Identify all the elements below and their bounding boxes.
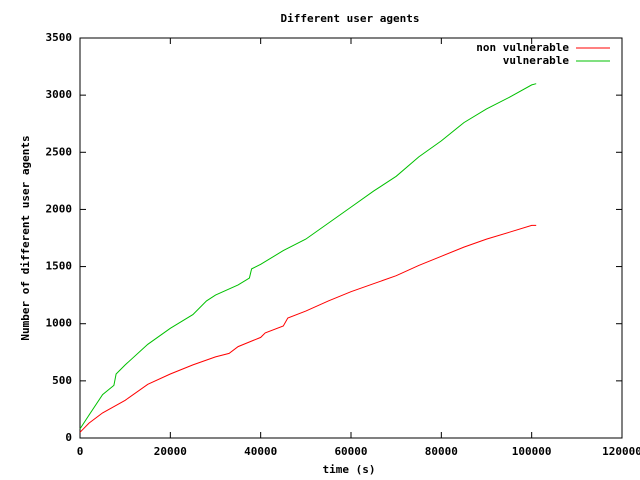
chart-title: Different user agents xyxy=(280,12,419,25)
y-tick-label: 3500 xyxy=(46,31,73,44)
series-line xyxy=(79,224,537,433)
y-tick-label: 3000 xyxy=(46,88,73,101)
y-tick-label: 1000 xyxy=(46,317,73,330)
x-tick-label: 120000 xyxy=(602,445,640,458)
x-tick-label: 20000 xyxy=(154,445,187,458)
x-tick-label: 100000 xyxy=(512,445,552,458)
y-tick-label: 500 xyxy=(52,374,72,387)
y-axis-label: Number of different user agents xyxy=(19,135,32,340)
y-tick-label: 2500 xyxy=(46,145,73,158)
y-tick-label: 1500 xyxy=(46,260,73,273)
x-tick-label: 80000 xyxy=(425,445,458,458)
x-tick-label: 40000 xyxy=(244,445,277,458)
x-tick-label: 0 xyxy=(77,445,84,458)
x-axis-label: time (s) xyxy=(323,463,376,476)
y-tick-label: 2000 xyxy=(46,202,73,215)
legend-label: vulnerable xyxy=(503,54,570,67)
x-tick-label: 60000 xyxy=(334,445,367,458)
y-tick-label: 0 xyxy=(65,431,72,444)
legend-label: non vulnerable xyxy=(476,41,569,54)
series-line xyxy=(79,83,537,430)
